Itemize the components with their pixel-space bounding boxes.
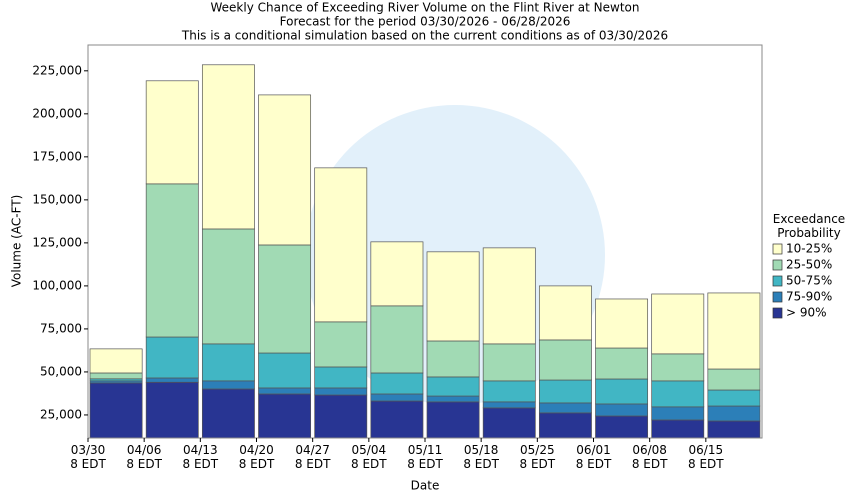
bar-segment (145, 80, 199, 185)
bar-segment (595, 378, 649, 405)
bar-segment (595, 298, 649, 349)
bar-segment (145, 377, 199, 383)
x-tick-label: 06/08 8 EDT (631, 443, 668, 471)
bar-segment (201, 388, 255, 438)
x-tick-label: 04/20 8 EDT (238, 443, 275, 471)
bar-segment (258, 387, 312, 395)
bar-segment (707, 368, 761, 391)
chart-subtitle: Forecast for the period 03/30/2026 - 06/… (280, 15, 571, 29)
legend-swatch (772, 307, 783, 319)
bar-segment (145, 381, 199, 438)
bar-segment (370, 393, 424, 402)
legend-label: 10-25% (786, 242, 832, 256)
bar-segment (89, 372, 143, 380)
bar-segment (595, 347, 649, 380)
bar-segment (482, 407, 536, 438)
bar-segment (482, 343, 536, 382)
bar-segment (201, 380, 255, 390)
y-tick-label: 50,000 (40, 364, 82, 378)
bar-segment (482, 380, 536, 403)
bar-segment (89, 348, 143, 374)
bar-segment (538, 379, 592, 404)
bar-segment (538, 402, 592, 414)
bar-segment (482, 401, 536, 409)
bar-segment (651, 293, 705, 355)
bar-segment (538, 412, 592, 438)
legend-label: 75-90% (786, 290, 832, 304)
x-tick-label: 04/06 8 EDT (126, 443, 162, 471)
x-tick-label: 05/04 8 EDT (351, 443, 387, 471)
chart-note: This is a conditional simulation based o… (181, 29, 668, 43)
legend-swatch (772, 291, 783, 303)
bar-segment (651, 380, 705, 408)
bars (89, 64, 761, 438)
bar-segment (314, 387, 368, 396)
y-tick-label: 200,000 (32, 106, 82, 120)
x-axis-label: Date (411, 479, 440, 493)
bar-segment (538, 339, 592, 381)
bar-segment (314, 366, 368, 389)
chart-title: Weekly Chance of Exceeding River Volume … (211, 1, 640, 15)
bar-segment (651, 353, 705, 382)
bar-segment (370, 305, 424, 374)
bar-segment (707, 389, 761, 407)
legend-label: 25-50% (786, 258, 832, 272)
bar-segment (145, 336, 199, 379)
bar-segment (258, 244, 312, 354)
y-tick-label: 125,000 (32, 235, 82, 249)
bar-segment (314, 167, 368, 323)
bar-segment (426, 376, 480, 397)
x-tick-label: 05/25 8 EDT (519, 443, 556, 471)
x-tick-label: 06/01 8 EDT (575, 443, 612, 471)
bar-segment (314, 321, 368, 368)
bar-segment (651, 406, 705, 421)
bar-segment (201, 343, 255, 382)
bar-segment (538, 285, 592, 341)
bar-segment (201, 64, 255, 230)
legend-swatch (772, 243, 783, 255)
y-tick-label: 25,000 (40, 407, 82, 421)
legend-label: > 90% (786, 306, 827, 320)
legend-title: Exceedance Probability (772, 212, 846, 240)
bar-segment (314, 394, 368, 438)
bar-segment (707, 292, 761, 370)
legend-label: 50-75% (786, 274, 832, 288)
bar-segment (370, 372, 424, 395)
bar-segment (595, 403, 649, 417)
bar-segment (370, 400, 424, 438)
bar-segment (370, 241, 424, 307)
legend-swatch (772, 259, 783, 271)
x-tick-label: 04/13 8 EDT (182, 443, 219, 471)
bar-segment (707, 405, 761, 422)
y-tick-label: 75,000 (40, 321, 82, 335)
x-tick-label: 03/30 8 EDT (70, 443, 106, 471)
y-tick-label: 150,000 (32, 192, 82, 206)
x-tick-label: 06/15 8 EDT (688, 443, 724, 471)
legend-swatch (772, 275, 783, 287)
y-tick-label: 100,000 (32, 278, 82, 292)
x-tick-label: 05/11 8 EDT (407, 443, 443, 471)
bar-segment (258, 352, 312, 389)
bar-segment (482, 247, 536, 345)
y-tick-label: 175,000 (32, 149, 82, 163)
bar-segment (426, 251, 480, 342)
x-tick-label: 05/18 8 EDT (463, 443, 499, 471)
bar-segment (258, 94, 312, 246)
bar-segment (145, 183, 199, 338)
bar-segment (426, 395, 480, 403)
bar-segment (89, 382, 143, 438)
y-axis-label: Volume (AC-FT) (10, 195, 24, 288)
bar-segment (201, 228, 255, 345)
y-tick-label: 225,000 (32, 63, 82, 77)
bar-segment (426, 340, 480, 378)
x-tick-label: 04/27 8 EDT (294, 443, 331, 471)
